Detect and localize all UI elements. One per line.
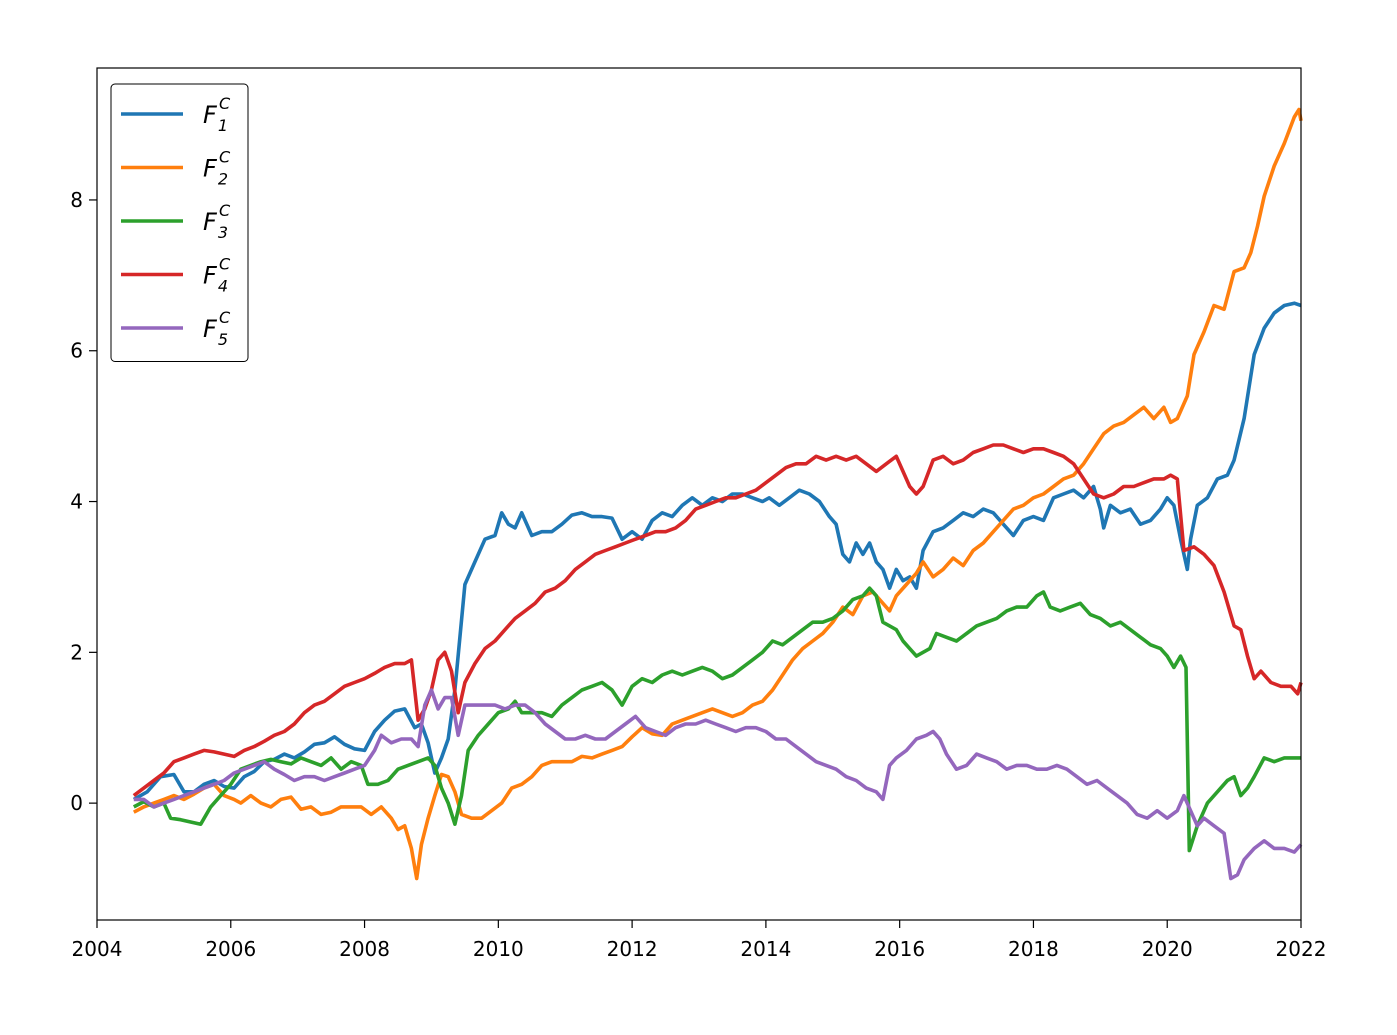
legend-label-3: F3C xyxy=(203,201,231,242)
x-axis: 2004 2006 2008 2010 2012 2014 2016 2018 2020 2022 xyxy=(72,920,1327,961)
x-tick-label: 2016 xyxy=(874,937,925,961)
x-tick-label: 2020 xyxy=(1142,937,1193,961)
y-tick-label: 2 xyxy=(70,640,83,664)
series-layer xyxy=(132,107,1303,881)
legend-label-2: F2C xyxy=(203,148,231,189)
series-line-2 xyxy=(132,107,1303,881)
series-line-3 xyxy=(132,586,1301,853)
x-tick-label: 2014 xyxy=(740,937,791,961)
x-tick-label: 2006 xyxy=(205,937,256,961)
x-tick-label: 2012 xyxy=(607,937,658,961)
x-tick-label: 2008 xyxy=(339,937,390,961)
series-line-5 xyxy=(133,688,1303,881)
y-tick-label: 8 xyxy=(70,188,83,212)
series-line-4 xyxy=(132,443,1303,798)
y-tick-label: 6 xyxy=(70,339,83,363)
legend-label-1: F1C xyxy=(203,94,231,135)
y-tick-label: 0 xyxy=(70,791,83,815)
plot-frame xyxy=(96,67,1302,921)
legend-label-4: F4C xyxy=(203,255,231,296)
x-tick-label: 2018 xyxy=(1008,937,1059,961)
y-tick-label: 4 xyxy=(70,490,83,514)
legend-label-5: F5C xyxy=(203,308,231,349)
legend: F1C F2C F3C F4C F5C xyxy=(110,83,249,362)
x-tick-label: 2022 xyxy=(1276,937,1327,961)
x-tick-label: 2010 xyxy=(473,937,524,961)
x-tick-label: 2004 xyxy=(72,937,123,961)
y-axis: 0 2 4 6 8 xyxy=(70,188,97,815)
series-line-1 xyxy=(132,301,1302,801)
